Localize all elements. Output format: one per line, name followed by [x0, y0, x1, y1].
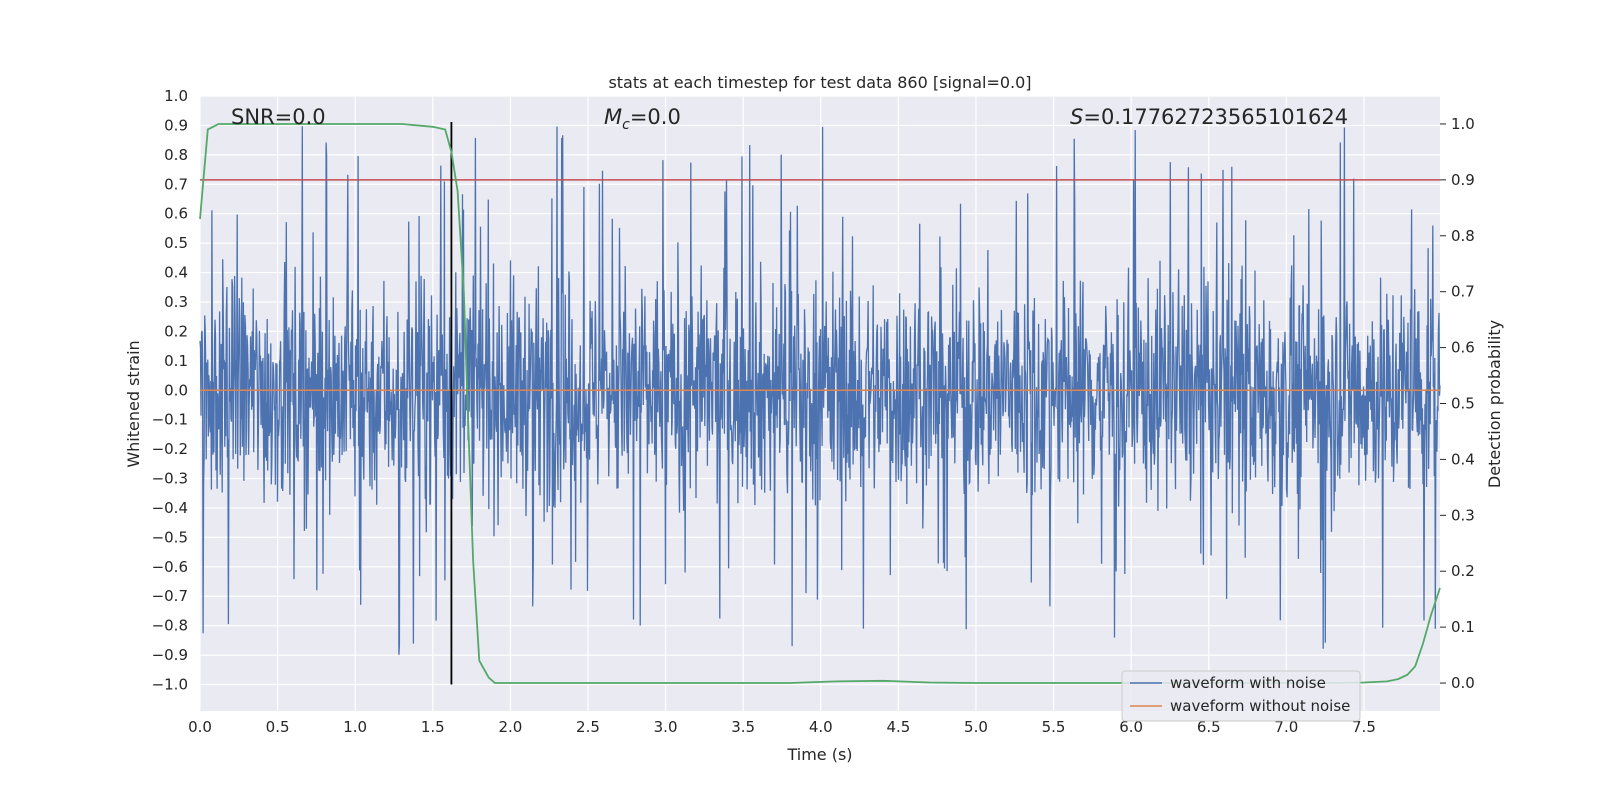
chart-title: stats at each timestep for test data 860… — [608, 73, 1031, 92]
y2-axis-ticks: 1.0 0.9 0.8 0.7 0.6 0.5 0.4 0.3 0.2 0.1 0.0 — [1440, 115, 1475, 692]
x-tick-label: 2.5 — [576, 718, 600, 736]
y-tick-label: −0.1 — [152, 411, 188, 429]
s-annotation: S=0.17762723565101624 — [1070, 105, 1348, 129]
y2-tick-label: 0.8 — [1451, 227, 1475, 245]
x-tick-label: 5.5 — [1042, 718, 1066, 736]
x-tick-label: 0.0 — [188, 718, 212, 736]
y2-tick-label: 0.6 — [1451, 339, 1475, 357]
y-tick-label: −0.8 — [152, 617, 188, 635]
y-tick-label: −1.0 — [152, 676, 188, 694]
y-tick-label: −0.6 — [152, 558, 188, 576]
y-tick-label: −0.5 — [152, 528, 188, 546]
y-tick-label: −0.2 — [152, 440, 188, 458]
y-tick-label: −0.7 — [152, 587, 188, 605]
y-tick-label: 1.0 — [164, 87, 188, 105]
y2-tick-label: 0.3 — [1451, 506, 1475, 524]
y-tick-label: 0.0 — [164, 381, 188, 399]
x-tick-label: 7.5 — [1352, 718, 1376, 736]
x-tick-label: 5.0 — [964, 718, 988, 736]
x-tick-label: 1.5 — [421, 718, 445, 736]
x-tick-label: 6.0 — [1119, 718, 1143, 736]
x-tick-label: 0.5 — [266, 718, 290, 736]
legend-box — [1121, 670, 1361, 722]
y-tick-label: 0.3 — [164, 293, 188, 311]
y-axis-ticks: 1.0 0.9 0.8 0.7 0.6 0.5 0.4 0.3 0.2 0.1 0.0 −0.1 −0.… — [152, 87, 188, 694]
waveform-with-noise-series — [199, 126, 1441, 655]
s-value: =0.17762723565101624 — [1083, 105, 1348, 129]
x-tick-label: 4.5 — [886, 718, 910, 736]
x-tick-label: 3.0 — [654, 718, 678, 736]
y-tick-label: −0.9 — [152, 646, 188, 664]
mc-annotation: Mc=0.0 — [604, 105, 681, 133]
detection-probability-line — [199, 123, 1441, 684]
y-tick-label: 0.7 — [164, 175, 188, 193]
legend-label-clean: waveform without noise — [1170, 697, 1350, 715]
mc-value: =0.0 — [630, 105, 681, 129]
y2-axis-label: Detection probability — [1485, 320, 1504, 488]
y-tick-label: 0.4 — [164, 264, 188, 282]
x-tick-label: 2.0 — [498, 718, 522, 736]
overlay-lines — [199, 121, 1441, 685]
y2-tick-label: 0.9 — [1451, 171, 1475, 189]
y2-tick-label: 0.1 — [1451, 618, 1475, 636]
x-tick-label: 3.5 — [731, 718, 755, 736]
legend-label-noise: waveform with noise — [1170, 674, 1326, 692]
s-symbol: S — [1070, 105, 1083, 129]
x-tick-label: 4.0 — [809, 718, 833, 736]
y2-tick-label: 0.2 — [1451, 562, 1475, 580]
x-axis-ticks: 0.0 0.5 1.0 1.5 2.0 2.5 3.0 3.5 4.0 4.5 5.0 5.5 6.0 6… — [188, 718, 1376, 736]
x-axis-label: Time (s) — [786, 745, 852, 764]
mc-symbol: M — [604, 105, 622, 129]
y2-tick-label: 0.7 — [1451, 283, 1475, 301]
y2-tick-label: 0.4 — [1451, 450, 1475, 468]
y-tick-label: 0.6 — [164, 205, 188, 223]
y-tick-label: −0.3 — [152, 470, 188, 488]
y-tick-label: 0.5 — [164, 234, 188, 252]
y2-tick-label: 1.0 — [1451, 115, 1475, 133]
y2-tick-label: 0.5 — [1451, 395, 1475, 413]
y-tick-label: 0.9 — [164, 116, 188, 134]
x-tick-label: 1.0 — [343, 718, 367, 736]
y2-tick-label: 0.0 — [1451, 674, 1475, 692]
snr-annotation: SNR=0.0 — [231, 105, 326, 129]
y-tick-label: −0.4 — [152, 499, 188, 517]
y-tick-label: 0.8 — [164, 146, 188, 164]
mc-subscript: c — [622, 117, 630, 133]
x-tick-label: 6.5 — [1197, 718, 1221, 736]
waveform-with-noise-line — [199, 126, 1441, 655]
y-tick-label: 0.2 — [164, 322, 188, 340]
y-tick-label: 0.1 — [164, 352, 188, 370]
legend: waveform with noise waveform without noi… — [1121, 670, 1361, 722]
x-tick-label: 7.0 — [1274, 718, 1298, 736]
y-axis-label: Whitened strain — [124, 340, 143, 467]
